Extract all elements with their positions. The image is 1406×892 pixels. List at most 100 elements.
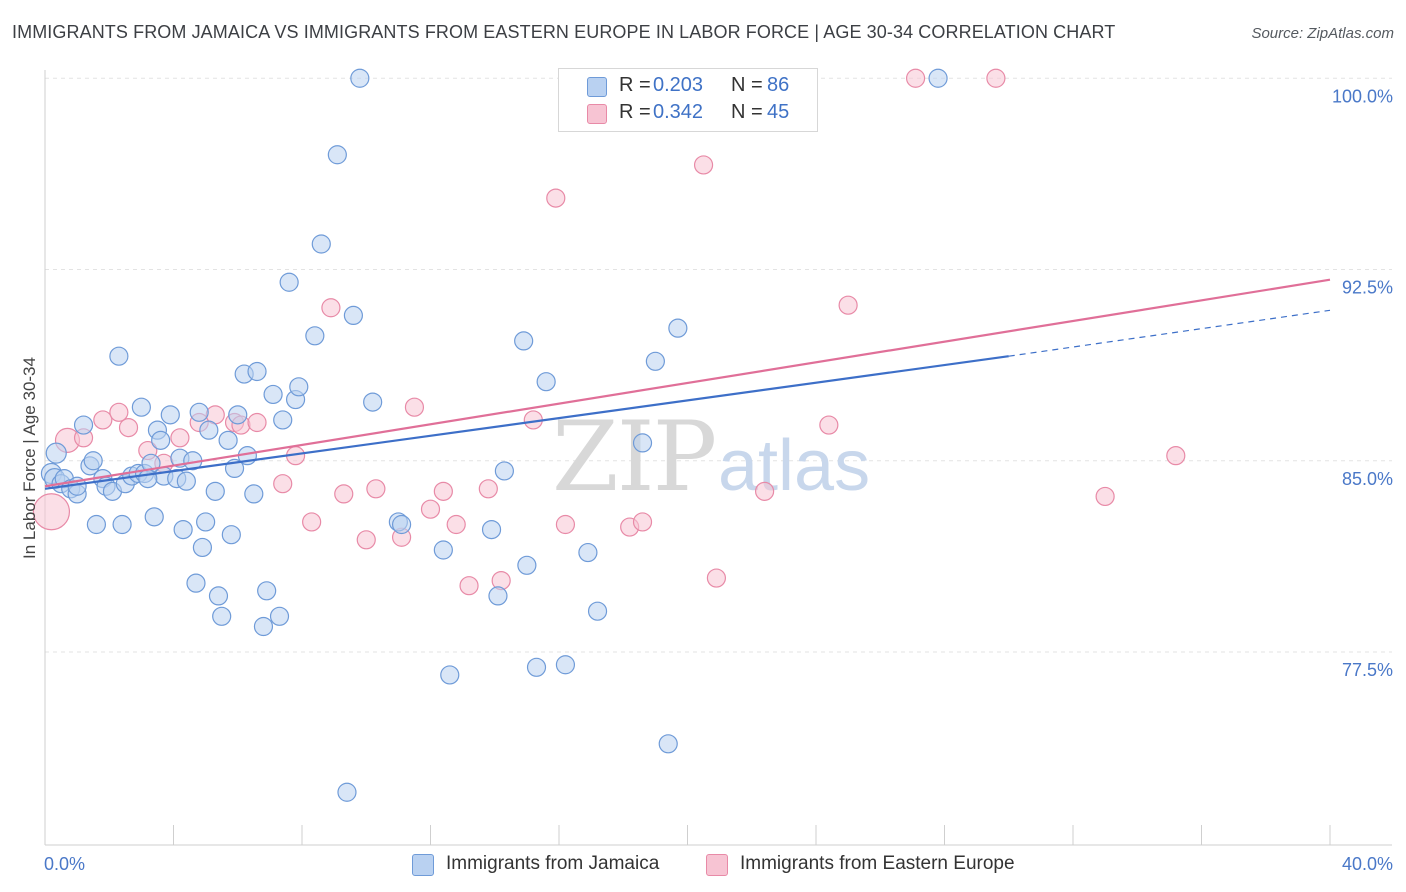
jamaica-point xyxy=(517,555,537,575)
jamaica-point xyxy=(440,665,460,685)
jamaica-point xyxy=(273,410,293,430)
jamaica-point xyxy=(73,415,94,435)
jamaica-point xyxy=(138,469,158,489)
jamaica-point xyxy=(109,346,129,366)
jamaica-point xyxy=(45,442,67,464)
eastern-europe-point xyxy=(986,68,1006,88)
r-value: 0.203 xyxy=(653,74,704,96)
jamaica-point xyxy=(668,318,688,338)
jamaica-point xyxy=(928,68,948,88)
eastern-europe-point xyxy=(754,481,775,501)
n-label: N = xyxy=(731,101,763,123)
y-tick-label: 92.5% xyxy=(1342,278,1393,298)
jamaica-point xyxy=(173,519,193,540)
trend-lines xyxy=(44,278,1331,490)
eastern-europe-point xyxy=(459,576,479,596)
jamaica-point xyxy=(337,782,357,802)
jamaica-point xyxy=(196,512,216,532)
eastern-europe-point xyxy=(273,474,293,494)
eastern-europe-point xyxy=(93,410,113,430)
jamaica-point xyxy=(433,540,453,560)
jamaica-point xyxy=(86,514,107,535)
jamaica-point xyxy=(151,430,171,450)
n-value: 45 xyxy=(767,101,790,123)
jamaica-trend-line xyxy=(44,355,1009,490)
eastern-europe-point xyxy=(1166,446,1186,466)
eastern-europe-point xyxy=(321,298,341,318)
jamaica-point xyxy=(244,484,264,504)
eastern-europe-point xyxy=(838,295,858,315)
jamaica-point xyxy=(112,514,132,535)
grid-lines xyxy=(45,77,1392,653)
jamaica-point xyxy=(488,586,508,606)
blue-swatch-icon xyxy=(412,854,434,876)
r-label: R = xyxy=(619,101,651,123)
y-tick-label: 100.0% xyxy=(1332,86,1393,106)
y-axis-label: In Labor Force | Age 30-34 xyxy=(20,357,39,559)
eastern-europe-point xyxy=(420,499,441,519)
r-label: R = xyxy=(619,74,651,96)
x-tick-labels: 0.0% 40.0% xyxy=(44,854,1393,874)
jamaica-point xyxy=(363,392,383,412)
jamaica-point xyxy=(645,351,665,371)
jamaica-point xyxy=(578,542,598,563)
eastern-europe-point xyxy=(632,512,653,532)
jamaica-point xyxy=(205,481,225,501)
jamaica-point xyxy=(269,606,290,626)
jamaica-point xyxy=(228,405,248,425)
jamaica-point xyxy=(218,430,238,450)
y-tick-label: 85.0% xyxy=(1342,469,1393,489)
jamaica-point xyxy=(514,331,534,351)
jamaica-point xyxy=(343,305,363,325)
eastern-europe-point xyxy=(905,68,926,88)
source-label: Source: ZipAtlas.com xyxy=(1251,25,1394,42)
eastern-europe-point xyxy=(478,479,498,499)
blue-swatch-icon xyxy=(587,77,607,97)
jamaica-point xyxy=(263,384,283,405)
jamaica-point xyxy=(658,734,678,754)
series-legend: Immigrants from Jamaica Immigrants from … xyxy=(0,852,1406,878)
eastern-europe-point xyxy=(366,479,386,499)
jamaica-point xyxy=(160,405,180,425)
jamaica-point xyxy=(131,397,151,417)
eastern-europe-point xyxy=(404,397,425,417)
jamaica-point xyxy=(208,586,229,606)
n-label: N = xyxy=(731,74,763,96)
jamaica-point xyxy=(526,657,547,677)
jamaica-point xyxy=(83,451,103,471)
eastern-europe-point xyxy=(356,530,376,550)
jamaica-point xyxy=(305,326,325,346)
jamaica-point xyxy=(391,514,412,535)
jamaica-point xyxy=(144,507,164,527)
x-tick-label-min: 0.0% xyxy=(44,854,85,874)
chart-title: IMMIGRANTS FROM JAMAICA VS IMMIGRANTS FR… xyxy=(12,22,1116,42)
jamaica-point xyxy=(186,573,206,593)
jamaica-point xyxy=(221,525,241,545)
jamaica-point xyxy=(189,402,209,422)
eastern-europe-point xyxy=(302,512,322,532)
axes xyxy=(44,70,1392,846)
eastern-europe-point xyxy=(32,493,71,531)
eastern-europe-point xyxy=(170,428,190,448)
jamaica-point xyxy=(212,606,232,626)
eastern-europe-point xyxy=(1095,486,1115,507)
jamaica-point xyxy=(253,616,274,637)
eastern-europe-point xyxy=(693,155,714,175)
r-value: 0.342 xyxy=(653,101,704,123)
eastern-europe-point xyxy=(555,514,576,535)
jamaica-point xyxy=(536,372,556,392)
jamaica-point xyxy=(199,420,219,440)
x-tick-label-max: 40.0% xyxy=(1342,854,1393,874)
legend-label: Immigrants from Jamaica xyxy=(446,853,660,874)
eastern-europe-point xyxy=(109,402,129,422)
eastern-europe-point xyxy=(334,484,354,504)
jamaica-point xyxy=(247,361,267,382)
jamaica-point xyxy=(587,601,608,621)
jamaica-point xyxy=(494,461,514,481)
eastern-europe-point xyxy=(819,415,839,435)
eastern-europe-point xyxy=(446,514,466,535)
eastern-europe-point xyxy=(247,412,267,433)
watermark: ZIP atlas xyxy=(552,401,870,513)
y-tick-label: 77.5% xyxy=(1342,660,1393,680)
